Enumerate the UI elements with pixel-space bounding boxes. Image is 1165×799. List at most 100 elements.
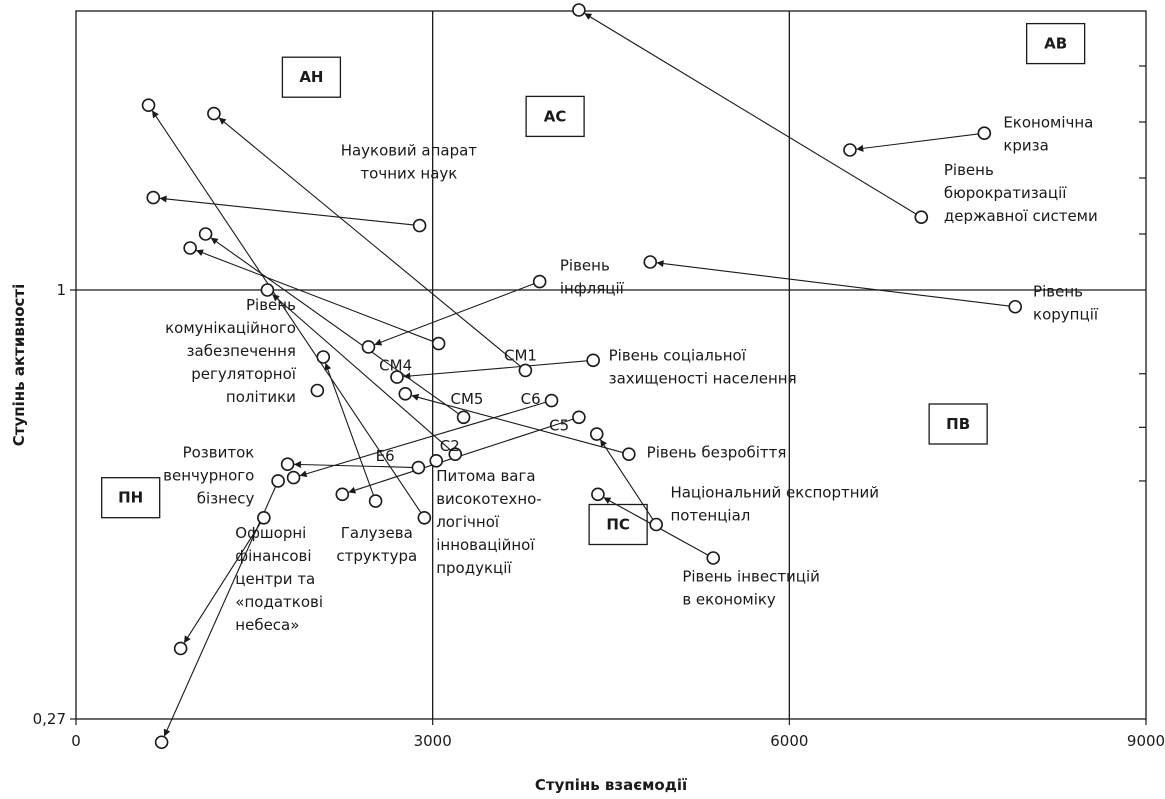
annotation-line: державної системи (944, 207, 1098, 225)
x-tick-label: 9000 (1127, 732, 1165, 750)
arrow (151, 110, 422, 514)
annotation-line: бюрократизації (944, 184, 1067, 202)
x-tick-label: 6000 (770, 732, 808, 750)
annotation-line: потенціал (670, 507, 750, 525)
annotation-label: СМ1 (504, 346, 537, 364)
data-point (431, 336, 446, 351)
annotation-line: Питома вага (436, 467, 535, 485)
data-point (280, 457, 295, 472)
annotation-label: Рівень інвестицій в економіку (682, 567, 820, 608)
data-point (572, 3, 586, 17)
annotation-line: корупції (1033, 306, 1099, 324)
region-label: АН (299, 68, 323, 86)
data-point (173, 641, 188, 656)
arrow (374, 283, 535, 346)
data-point (572, 410, 586, 425)
quadrant-dividers (76, 11, 1146, 719)
data-point (456, 410, 471, 425)
arrow (324, 362, 375, 496)
x-tick-label: 3000 (414, 732, 452, 750)
data-point (417, 510, 432, 525)
data-point (183, 241, 197, 255)
data-point (622, 447, 636, 461)
arrow (210, 237, 460, 415)
x-tick-label: 0 (71, 732, 81, 750)
annotation-label: Галузева структура (336, 524, 417, 565)
data-point (448, 447, 463, 461)
region-label: ПВ (946, 415, 970, 433)
data-point (141, 98, 156, 112)
data-point (390, 370, 404, 384)
annotation-line: точних наук (360, 165, 457, 183)
data-point (411, 460, 426, 475)
region-box (281, 56, 342, 98)
annotation-label: Рівень інфляції (560, 256, 625, 297)
annotation-line: забезпечення (187, 342, 296, 360)
arrow (411, 393, 624, 454)
data-point (649, 517, 663, 532)
annotation-line: Е6 (376, 447, 395, 465)
arrow (159, 195, 414, 226)
axis-ticks: 0 3000 6000 9000 1 0,27 (33, 65, 1165, 750)
annotation-line: С6 (521, 390, 541, 408)
annotation-line: Рівень безробіття (647, 444, 787, 462)
region-box (928, 403, 988, 445)
annotation-label: С2 (440, 437, 460, 455)
annotation-line: Рівень соціальної (609, 346, 747, 364)
arrow (196, 249, 434, 342)
annotation-line: Рівень (246, 296, 296, 314)
annotation-line: політики (226, 388, 296, 406)
region-box (525, 95, 585, 138)
annotation-line: комунікаційного (165, 319, 296, 337)
arrow-links (151, 13, 1010, 737)
data-point (532, 274, 547, 289)
annotation-label: СМ4 (379, 356, 412, 374)
data-point (706, 551, 721, 565)
annotation-line: в економіку (682, 590, 776, 608)
data-point (316, 350, 331, 364)
arrow (299, 401, 546, 478)
annotation-label: Науковий апарат точних наук (341, 142, 478, 183)
region-box (1025, 22, 1086, 65)
annotation-label: Розвиток венчурного бізнесу (163, 444, 254, 508)
data-point (368, 494, 383, 508)
arrow (600, 439, 654, 520)
data-point (207, 106, 221, 121)
annotation-line: небеса» (235, 616, 299, 634)
annotation-line: Рівень (560, 256, 610, 274)
data-points (141, 3, 1023, 750)
arrow (272, 294, 452, 451)
annotation-line: Офшорні (235, 524, 306, 542)
annotation-line: бізнесу (197, 490, 255, 508)
annotation-line: регуляторної (191, 365, 297, 383)
data-point (286, 470, 301, 485)
region-label: АВ (1044, 35, 1067, 53)
annotation-line: інфляції (560, 279, 625, 297)
annotation-line: Рівень (944, 161, 994, 179)
arrow (293, 461, 413, 469)
annotation-line: СМ1 (504, 346, 537, 364)
region-box (101, 477, 161, 519)
data-point (412, 218, 427, 233)
annotation-line: високотехно- (436, 490, 542, 508)
annotation-label: Рівень бюрократизації державної системи (944, 161, 1098, 225)
arrow (218, 117, 522, 368)
region-label: АС (544, 107, 567, 125)
annotation-label: СМ5 (451, 390, 484, 408)
data-point (335, 487, 350, 502)
annotation-line: СМ4 (379, 356, 412, 374)
data-point (591, 487, 605, 502)
annotation-label: Рівень соціальної захищеності населення (609, 346, 797, 387)
y-tick-label: 1 (56, 281, 66, 299)
plot-frame (75, 10, 1147, 720)
data-point (589, 427, 604, 441)
data-point (977, 126, 992, 140)
annotation-line: венчурного (163, 467, 254, 485)
annotation-line: Національний експортний (670, 484, 879, 502)
annotation-line: С5 (549, 417, 569, 435)
region-label: ПС (606, 516, 630, 534)
data-point (271, 474, 285, 488)
annotations: Економічна криза Рівень бюрократизації держа… (163, 114, 1099, 634)
arrow (163, 486, 277, 737)
